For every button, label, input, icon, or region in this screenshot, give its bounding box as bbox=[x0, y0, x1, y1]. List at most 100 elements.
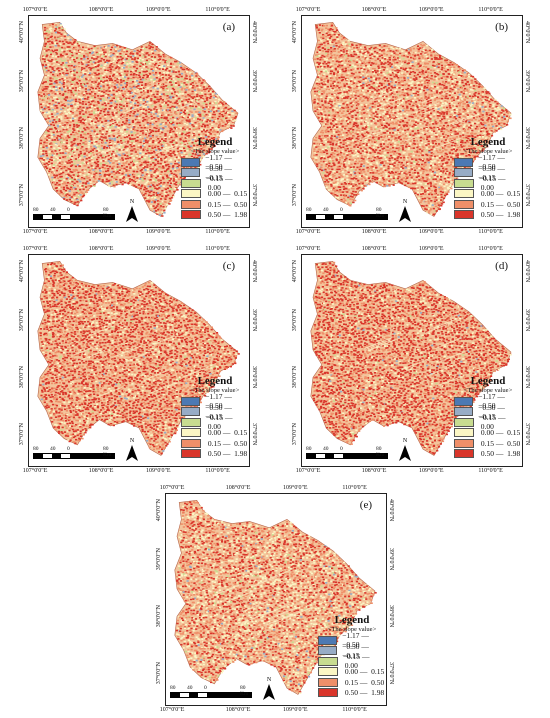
legend-row: 0.00 — 0.15 bbox=[181, 189, 249, 200]
lon-tick-label: 107°0'0"E bbox=[22, 7, 48, 13]
legend-title: Legend bbox=[470, 136, 506, 148]
scale-label: 40 bbox=[323, 207, 329, 213]
lon-tick-label: 107°0'0"E bbox=[295, 7, 321, 13]
legend-range: 0.00 — 0.15 bbox=[479, 428, 521, 438]
lon-tick-label: 110°0'0"E bbox=[478, 229, 503, 235]
scale-label: 80 bbox=[306, 446, 312, 452]
legend-range: −0.15 — 0.00 bbox=[205, 413, 233, 432]
legend-range: 0.00 — 0.15 bbox=[343, 667, 385, 677]
legend-swatch bbox=[181, 407, 201, 417]
legend-row: −0.15 — 0.00 bbox=[454, 174, 522, 192]
lon-tick-label: 108°0'0"E bbox=[225, 485, 251, 491]
scale-bar: 80 40 0 80 Km bbox=[306, 446, 388, 459]
lon-tick-label: 110°0'0"E bbox=[205, 7, 230, 13]
north-arrow: N bbox=[398, 197, 412, 228]
lat-tick-label: 38°0'0"N bbox=[251, 126, 257, 150]
lon-tick-label: 109°0'0"E bbox=[146, 246, 171, 252]
scale-label: 40 bbox=[50, 446, 56, 452]
scale-bar: 80 40 0 80 Km bbox=[170, 685, 252, 698]
north-label: N bbox=[403, 438, 408, 444]
legend-row: −0.50 — −0.15 bbox=[454, 164, 522, 182]
lon-tick-label: 109°0'0"E bbox=[283, 707, 308, 713]
lon-tick-label: 109°0'0"E bbox=[419, 7, 444, 13]
lon-tick-label: 108°0'0"E bbox=[361, 468, 387, 474]
legend-row: −1.17 — −0.50 bbox=[318, 631, 386, 649]
legend-swatch bbox=[181, 178, 201, 188]
legend-range: −0.15 — 0.00 bbox=[205, 174, 233, 193]
legend-swatch bbox=[318, 667, 338, 677]
legend-row: 0.50 — 1.98 bbox=[454, 210, 522, 221]
legend-row: −0.15 — 0.00 bbox=[181, 413, 249, 431]
legend-row: −0.15 — 0.00 bbox=[454, 413, 522, 431]
legend-swatch bbox=[454, 407, 474, 417]
scale-label: 80 Km bbox=[103, 446, 112, 458]
legend: Legend <The slope value> −1.17 — −0.50 −0… bbox=[181, 375, 249, 459]
legend-row: −0.15 — 0.00 bbox=[181, 174, 249, 192]
legend-range: 0.00 — 0.15 bbox=[479, 189, 521, 199]
lat-tick-label: 38°0'0"N bbox=[524, 365, 530, 389]
lat-tick-label: 39°0'0"N bbox=[251, 308, 257, 332]
lat-tick-label: 40°0'0"N bbox=[524, 21, 530, 44]
scale-label: 80 Km bbox=[376, 207, 385, 219]
lon-tick-label: 110°0'0"E bbox=[478, 246, 503, 252]
slope-map bbox=[37, 261, 240, 456]
north-arrow: N bbox=[125, 197, 139, 228]
legend-range: −1.17 — −0.50 bbox=[205, 392, 232, 411]
legend-range: 0.15 — 0.50 bbox=[343, 677, 385, 687]
legend-swatch bbox=[454, 417, 474, 427]
scale-label: 80 Km bbox=[240, 685, 249, 697]
lat-tick-label: 39°0'0"N bbox=[292, 308, 298, 332]
slope-map bbox=[37, 22, 239, 217]
north-arrow: N bbox=[398, 436, 412, 467]
panel-letter: (e) bbox=[359, 499, 372, 511]
legend-swatch bbox=[181, 438, 201, 448]
lon-tick-label: 107°0'0"E bbox=[159, 707, 185, 713]
panel-letter: (c) bbox=[222, 260, 235, 272]
north-arrow-icon: N bbox=[126, 199, 138, 222]
lat-tick-label: 37°0'0"N bbox=[388, 661, 394, 685]
scale-bar: 80 40 0 80 Km bbox=[33, 207, 115, 220]
lat-tick-label: 38°0'0"N bbox=[156, 604, 162, 628]
legend-range: −1.17 — −0.50 bbox=[478, 153, 505, 172]
legend-row: 0.50 — 1.98 bbox=[181, 210, 249, 221]
legend-row: −1.17 — −0.50 bbox=[454, 153, 522, 171]
map-frame: (b) Legend <The slope value> −1.17 — −0.… bbox=[301, 15, 523, 228]
legend-row: −0.50 — −0.15 bbox=[181, 403, 249, 421]
lon-tick-label: 108°0'0"E bbox=[225, 707, 251, 713]
scale-label: 40 bbox=[50, 207, 56, 213]
lat-tick-label: 39°0'0"N bbox=[388, 547, 394, 571]
scale-label: 40 bbox=[187, 685, 193, 691]
legend-range: −1.17 — −0.50 bbox=[205, 153, 232, 172]
legend-swatch bbox=[318, 688, 338, 698]
legend-swatch bbox=[454, 449, 474, 459]
legend-swatch bbox=[181, 157, 201, 167]
legend-row: 0.15 — 0.50 bbox=[181, 199, 249, 210]
map-panel-b: 107°0'0"E 108°0'0"E 109°0'0"E 110°0'0"E 107… bbox=[277, 2, 545, 238]
lat-tick-label: 40°0'0"N bbox=[292, 21, 298, 44]
lat-tick-label: 40°0'0"N bbox=[156, 499, 162, 522]
scale-bar: 80 40 0 80 Km bbox=[33, 446, 115, 459]
lat-tick-label: 39°0'0"N bbox=[251, 69, 257, 93]
legend-row: 0.50 — 1.98 bbox=[318, 688, 386, 699]
north-arrow-icon: N bbox=[263, 677, 275, 700]
lat-tick-label: 40°0'0"N bbox=[19, 260, 25, 283]
legend-row: 0.15 — 0.50 bbox=[181, 438, 249, 449]
legend-range: −0.50 — −0.15 bbox=[342, 641, 369, 660]
north-arrow-icon: N bbox=[399, 199, 411, 222]
legend-row: −0.50 — −0.15 bbox=[318, 642, 386, 660]
lat-tick-label: 40°0'0"N bbox=[19, 21, 25, 44]
lon-tick-label: 109°0'0"E bbox=[146, 229, 171, 235]
legend-range: −0.15 — 0.00 bbox=[478, 174, 506, 193]
lon-tick-label: 109°0'0"E bbox=[419, 229, 444, 235]
scale-bar: 80 40 0 80 Km bbox=[306, 207, 388, 220]
lon-tick-label: 110°0'0"E bbox=[205, 229, 230, 235]
legend-swatch bbox=[454, 199, 474, 209]
legend-subtitle: <The slope value> bbox=[463, 387, 513, 394]
legend-subtitle: <The slope value> bbox=[327, 626, 377, 633]
scale-label: 80 bbox=[306, 207, 312, 213]
legend-row: 0.00 — 0.15 bbox=[454, 189, 522, 200]
legend-row: 0.50 — 1.98 bbox=[181, 449, 249, 460]
legend-subtitle: <The slope value> bbox=[190, 387, 240, 394]
legend-range: 0.50 — 1.98 bbox=[206, 449, 248, 459]
lon-tick-label: 107°0'0"E bbox=[22, 229, 48, 235]
